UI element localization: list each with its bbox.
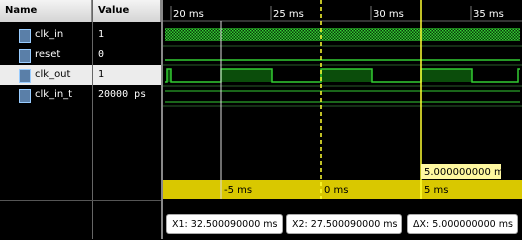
cursor-label-box xyxy=(421,164,501,179)
status-field: X2: 27.500090000 ms xyxy=(286,214,402,234)
waveform-area: 20 ms 25 ms 30 ms 35 ms -5 ms 0 ms 5 ms 5.00000… xyxy=(163,0,522,199)
signal-icon xyxy=(19,69,31,83)
ruler-label: 35 ms xyxy=(473,9,504,20)
clk-in-wave xyxy=(165,28,520,41)
clk-out-wave xyxy=(165,68,520,83)
ruler-label: 30 ms xyxy=(373,9,404,20)
signal-value[interactable]: 20000 ps xyxy=(98,89,147,100)
signal-name[interactable]: reset xyxy=(0,45,92,65)
clk-in-t-wave xyxy=(165,90,520,103)
status-field: ΔX: 5.000000000 ms xyxy=(407,214,518,234)
signal-name[interactable]: clk_in xyxy=(0,25,92,45)
signal-icon xyxy=(19,29,31,43)
ruler-ticks xyxy=(170,6,472,20)
signal-name[interactable]: clk_out xyxy=(0,65,92,85)
signal-name[interactable]: clk_in_t xyxy=(0,85,92,105)
status-field: X1: 32.500090000 ms xyxy=(166,214,283,234)
cursor-ruler xyxy=(163,180,522,199)
signal-icon xyxy=(19,49,31,63)
ruler-label: 5 ms xyxy=(424,185,449,196)
ruler-label: 0 ms xyxy=(324,185,349,196)
signal-icon xyxy=(19,89,31,103)
signal-value[interactable]: 0 xyxy=(98,49,105,60)
ruler-label: 25 ms xyxy=(273,9,304,20)
ruler-label: -5 ms xyxy=(224,185,252,196)
value-header[interactable]: Value xyxy=(93,0,161,22)
cursor-delta-label: 5.000000000 ms xyxy=(424,167,509,178)
ruler-label: 20 ms xyxy=(173,9,204,20)
divider xyxy=(161,0,163,239)
divider xyxy=(92,0,93,239)
name-header[interactable]: Name xyxy=(0,0,92,22)
signal-value[interactable]: 1 xyxy=(98,29,105,40)
divider xyxy=(0,200,161,201)
signal-value[interactable]: 1 xyxy=(93,65,161,85)
